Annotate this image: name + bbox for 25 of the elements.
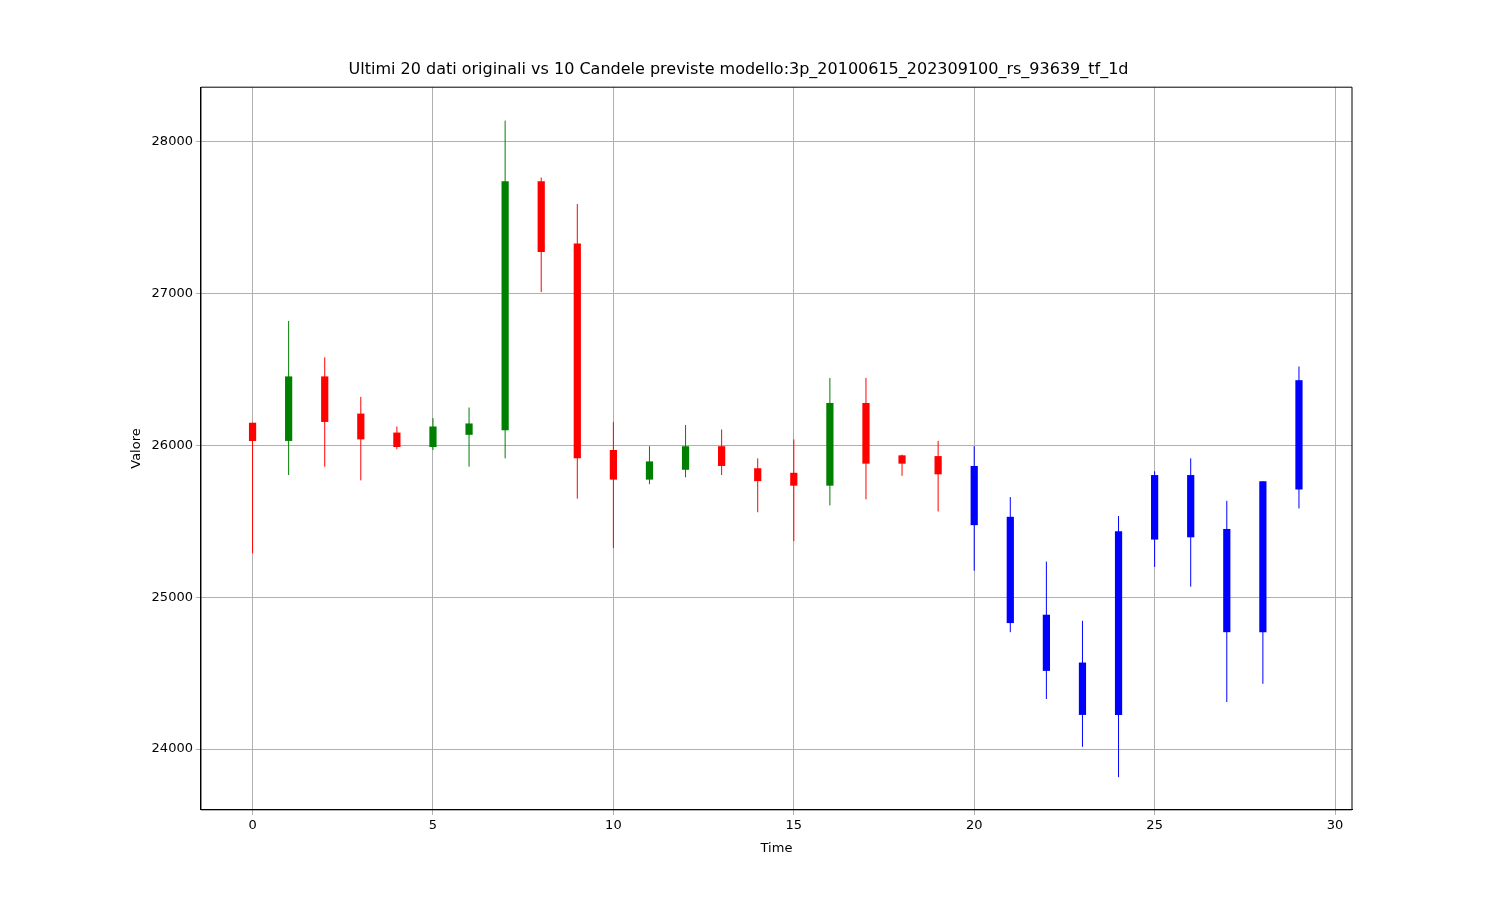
candlestick: [754, 457, 762, 513]
y-tick-label: 28000: [151, 133, 193, 149]
x-tick-label: 20: [965, 816, 983, 832]
candlestick: [934, 440, 942, 512]
x-tick-label: 10: [605, 816, 622, 832]
x-tick-label: 30: [1326, 816, 1344, 832]
x-axis-title: Time: [759, 839, 793, 855]
y-tick-label: 24000: [151, 740, 193, 756]
y-tick-label: 25000: [151, 588, 193, 604]
y-tick-label: 27000: [151, 285, 193, 301]
x-tick-label: 25: [1146, 816, 1163, 832]
candlestick: [248, 422, 257, 554]
candlestick: [790, 438, 798, 542]
candlestick: [718, 429, 726, 476]
candlestick: [429, 417, 437, 451]
x-tick-label: 5: [428, 816, 438, 832]
x-tick-label: 0: [248, 816, 257, 832]
chart-title: Ultimi 20 dati originali vs 10 Candele previste modello:3p_20100615_202309100_rs_93639_tf_1d: [348, 58, 1129, 79]
candlestick: [465, 407, 473, 468]
candlestick: [681, 424, 690, 478]
candlestick: [393, 425, 401, 450]
y-tick-label: 26000: [151, 436, 193, 452]
candlestick: [645, 445, 654, 485]
y-axis-title: Valore: [128, 428, 144, 469]
x-tick-label: 15: [785, 816, 803, 832]
